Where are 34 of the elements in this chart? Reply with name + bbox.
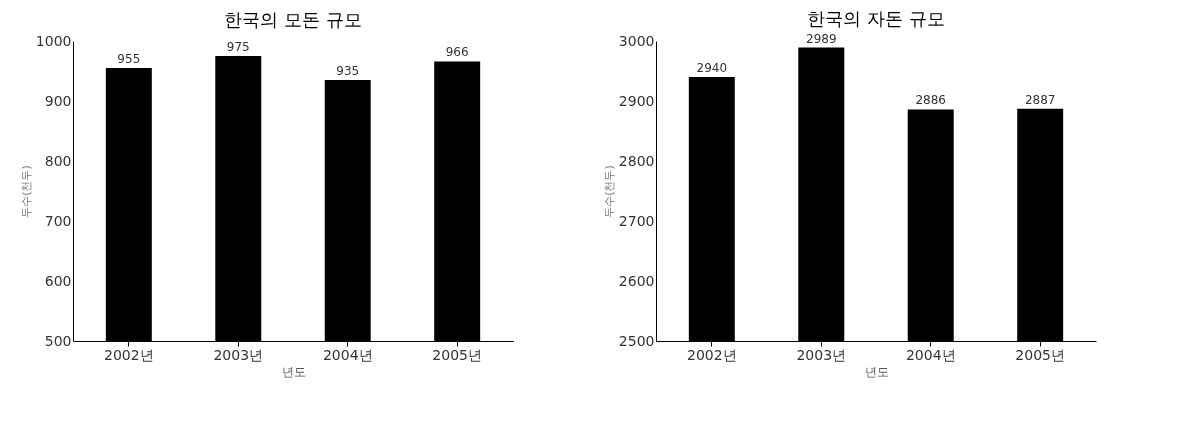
data-label: 975 [226,40,250,54]
y-axis-title: 두수(천두) [602,165,616,218]
x-axis-title: 년도 [281,364,306,379]
data-label: 2887 [1024,92,1056,107]
x-tick-label: 2005년 [1015,346,1065,363]
y-tick-label: 700 [44,212,72,229]
data-label: 935 [336,64,360,78]
data-label: 955 [117,52,141,66]
y-tick-label: 800 [44,152,72,169]
x-tick-label: 2005년 [432,346,482,363]
x-axis-title: 년도 [864,364,889,379]
y-tick-label: 2700 [618,212,655,229]
x-tick-label: 2002년 [104,346,154,363]
x-tick-label: 2003년 [213,346,264,363]
x-tick-label: 2004년 [905,346,956,363]
y-tick-label: 2600 [618,272,655,289]
y-tick-label: 1000 [35,32,72,49]
y-tick-label: 2900 [618,92,655,109]
chart-title: 한국의 모돈 규모 [224,9,362,30]
data-label: 2989 [806,31,837,46]
x-tick-label: 2003년 [796,346,847,363]
y-axis-title: 두수(천두) [19,165,33,218]
y-tick-label: 600 [44,272,72,289]
y-tick-label: 3000 [618,32,655,49]
data-label: 2886 [915,93,946,108]
y-tick-label: 2500 [618,332,655,349]
y-tick-label: 900 [44,92,72,109]
data-label: 966 [445,45,469,60]
y-tick-label: 500 [44,332,72,349]
data-label: 2940 [696,61,728,75]
x-tick-label: 2002년 [687,346,737,363]
chart-title: 한국의 자돈 규모 [807,7,945,29]
y-tick-label: 2800 [618,152,655,169]
x-tick-label: 2004년 [322,346,373,363]
